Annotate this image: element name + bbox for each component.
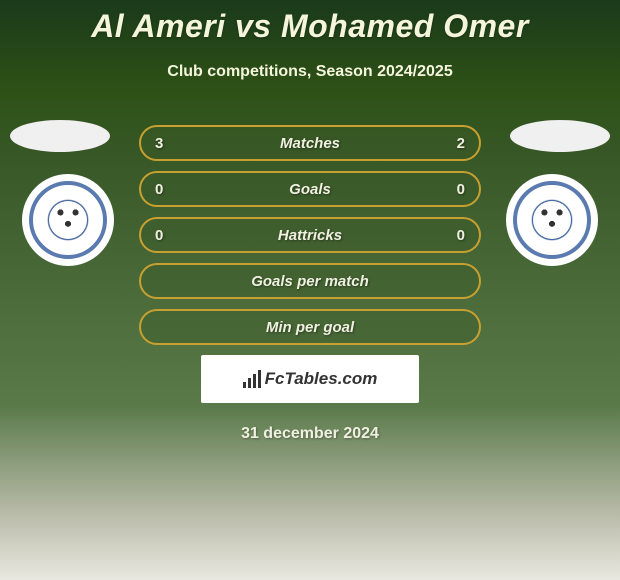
page-title: Al Ameri vs Mohamed Omer	[0, 0, 620, 45]
stat-label: Matches	[141, 135, 479, 152]
bar-chart-icon	[243, 370, 261, 388]
brand-link[interactable]: FcTables.com	[201, 355, 419, 403]
club-logo-inner-left	[29, 181, 107, 259]
stat-right-value: 2	[457, 135, 465, 152]
stat-label: Goals	[141, 181, 479, 198]
brand-logo: FcTables.com	[243, 369, 378, 389]
stat-row-min-per-goal: Min per goal	[139, 309, 481, 345]
stat-row-goals-per-match: Goals per match	[139, 263, 481, 299]
brand-text: FcTables.com	[265, 369, 378, 389]
date-text: 31 december 2024	[0, 425, 620, 443]
player-photo-left	[10, 120, 110, 152]
stat-row-matches: 3 Matches 2	[139, 125, 481, 161]
stat-label: Goals per match	[141, 273, 479, 290]
stats-container: 3 Matches 2 0 Goals 0 0 Hattricks 0 Goal…	[139, 125, 481, 345]
club-logo-right	[506, 174, 598, 266]
stat-right-value: 0	[457, 227, 465, 244]
soccer-ball-icon	[49, 201, 87, 239]
stat-right-value: 0	[457, 181, 465, 198]
stat-left-value: 3	[155, 135, 163, 152]
stat-row-hattricks: 0 Hattricks 0	[139, 217, 481, 253]
stat-label: Hattricks	[141, 227, 479, 244]
club-logo-inner-right	[513, 181, 591, 259]
club-logo-left	[22, 174, 114, 266]
stat-left-value: 0	[155, 227, 163, 244]
soccer-ball-icon	[533, 201, 571, 239]
stat-row-goals: 0 Goals 0	[139, 171, 481, 207]
stat-left-value: 0	[155, 181, 163, 198]
subtitle: Club competitions, Season 2024/2025	[0, 63, 620, 81]
stat-label: Min per goal	[141, 319, 479, 336]
player-photo-right	[510, 120, 610, 152]
